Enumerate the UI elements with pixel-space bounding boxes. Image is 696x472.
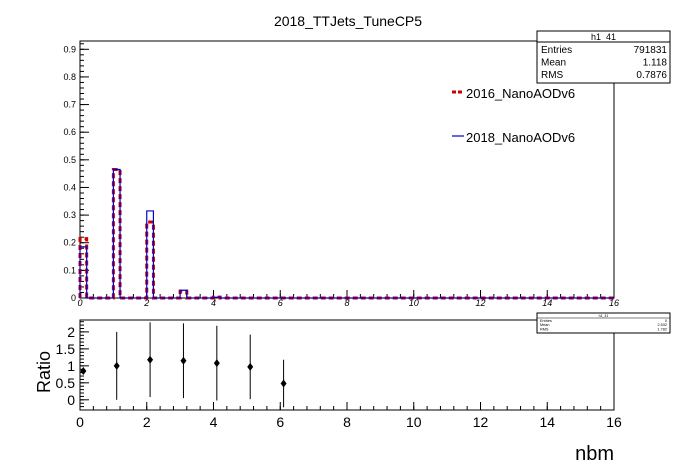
x-tick-label: 14 <box>542 298 552 308</box>
ratio-point <box>180 356 187 365</box>
stats-label: Entries <box>541 45 572 56</box>
y-axis-label: Ratio <box>34 351 54 393</box>
stats-box <box>536 30 671 84</box>
ratio-x-tick-label: 2 <box>143 414 151 430</box>
top-frame <box>79 40 615 299</box>
x-tick-label: 12 <box>475 298 485 308</box>
stats-label: RMS <box>541 70 564 81</box>
y-tick-label: 0.1 <box>63 265 76 275</box>
ratio-x-tick-label: 4 <box>210 414 218 430</box>
y-tick-label: 0.5 <box>63 155 76 165</box>
stats-title: h1_41 <box>591 32 616 42</box>
ratio-stats-label: Mean <box>540 323 550 327</box>
x-axis-label: nbm <box>575 443 614 465</box>
ratio-point <box>113 361 120 370</box>
ratio-x-tick-label: 12 <box>473 414 489 430</box>
ratio-frame <box>79 319 615 411</box>
x-tick-label: 6 <box>278 298 283 308</box>
y-tick-label: 0.8 <box>63 72 76 82</box>
ratio-point <box>213 359 220 368</box>
histogram-2018_NanoAODv6 <box>79 168 614 299</box>
stats-value: 791831 <box>634 45 668 56</box>
y-tick-label: 0.6 <box>63 127 76 137</box>
ratio-x-tick-label: 0 <box>76 414 84 430</box>
ratio-y-tick-label: 2 <box>67 324 75 340</box>
ratio-y-tick-label: 1.5 <box>56 341 76 357</box>
ratio-point <box>247 362 254 371</box>
ratio-stats-label: Entries <box>540 319 552 323</box>
x-tick-label: 0 <box>77 298 82 308</box>
legend-label: 2016_NanoAODv6 <box>466 86 575 101</box>
ratio-x-tick-label: 6 <box>276 414 284 430</box>
ratio-y-tick-label: 0.5 <box>56 375 76 391</box>
ratio-x-tick-label: 8 <box>343 414 351 430</box>
ratio-x-tick-label: 14 <box>539 414 555 430</box>
ratio-stats-value: 1.782 <box>657 327 667 331</box>
y-tick-label: 0.4 <box>63 182 76 192</box>
stats-label: Mean <box>541 58 566 69</box>
ratio-point <box>147 355 154 364</box>
x-tick-label: 2 <box>143 298 149 308</box>
ratio-x-tick-label: 16 <box>606 414 622 430</box>
ratio-y-tick-label: 0 <box>67 392 75 408</box>
ratio-point <box>80 366 87 375</box>
x-tick-label: 16 <box>609 298 619 308</box>
stats-value: 1.118 <box>643 58 668 69</box>
y-tick-label: 0.2 <box>63 238 76 248</box>
stats-value: 0.7876 <box>636 70 667 81</box>
y-tick-label: 0.9 <box>63 44 76 54</box>
x-tick-label: 8 <box>344 298 349 308</box>
legend-label: 2018_NanoAODv6 <box>466 130 575 145</box>
ratio-point <box>280 379 287 388</box>
y-tick-label: 0 <box>71 293 76 303</box>
ratio-stats-label: RMS <box>540 327 549 331</box>
y-tick-label: 0.3 <box>63 210 76 220</box>
ratio-stats-value: 0 <box>665 319 667 323</box>
histogram-2016_NanoAODv6 <box>78 168 614 300</box>
ratio-y-tick-label: 1 <box>67 358 75 374</box>
y-tick-label: 0.7 <box>63 100 76 110</box>
top-histogram-panel: 0 0.1 0.2 0.3 0.4 0.5 0.6 0.7 0.8 0.9 0 2 4 6 8 10 12 14 1… <box>63 30 671 308</box>
x-tick-label: 10 <box>409 298 419 308</box>
ratio-stats-title: h1_41 <box>599 314 609 318</box>
x-tick-label: 4 <box>211 298 216 308</box>
chart-title: 2018_TTJets_TuneCP5 <box>274 13 422 29</box>
ratio-x-tick-label: 10 <box>406 414 422 430</box>
ratio-stats-value: 2.532 <box>657 323 667 327</box>
